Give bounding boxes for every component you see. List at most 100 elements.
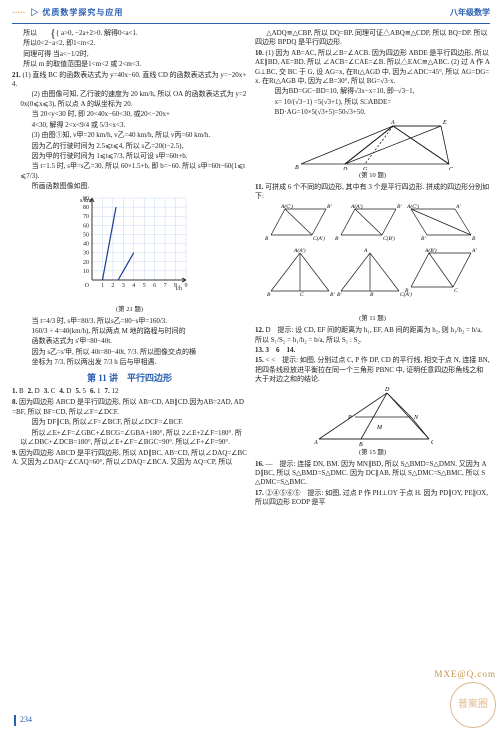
svg-text:C: C [449, 167, 453, 170]
svg-text:t/h: t/h [175, 286, 181, 292]
text: 当 t=1.5 时, s甲=s乙=30, 所以 60×1.5+b, 即 b=−6… [12, 162, 247, 181]
svg-text:7: 7 [163, 283, 166, 289]
figure-21-chart: 123456789102030405060708090s/kmt/hO [12, 194, 247, 304]
svg-text:20: 20 [83, 260, 89, 266]
header-dots: · · · · · [12, 8, 24, 17]
text: 所以0<2−a<2, 即1<m<2. [12, 39, 247, 48]
svg-text:M: M [376, 425, 383, 431]
q10: 10. (1) 因为 AB=AC, 所以∠B=∠ACB. 因为四边形 ABDE … [255, 49, 490, 87]
q11: 11. 可拼成 6 个不同的四边形, 其中有 3 个是平行四边形. 拼成的四边形… [255, 183, 490, 202]
svg-text:B': B' [397, 204, 402, 210]
text: 4<30, 解得 2<x<9/4 或 5/3<x<3. [12, 121, 247, 130]
q13: 13. 3 6 14. [255, 346, 490, 355]
svg-text:B: B [265, 236, 269, 242]
svg-text:A(B'): A(B') [424, 247, 437, 254]
svg-text:B': B' [330, 292, 335, 298]
figure-21-label: (第 21 题) [12, 306, 247, 315]
svg-text:40: 40 [83, 241, 89, 247]
text: 因为乙的行驶时间为 2.5⩽t⩽4, 所以 s乙=20(t−2.5), [12, 142, 247, 151]
text: x= 10/(√3−1) =5(√3+1), 所以 S□ABDE= [255, 98, 490, 107]
svg-text:B': B' [327, 204, 332, 210]
answers-inline: 1. B2. D3. C4. D5. 56. 17. 12 [12, 387, 247, 396]
text: (2) 由图像可知, 乙行驶的速度为 20 km/h, 所以 OA 的函数表达式… [12, 90, 247, 109]
svg-text:30: 30 [83, 250, 89, 256]
answer-item: 3. C [44, 387, 56, 396]
svg-text:A: A [363, 248, 368, 254]
text: 所画函数图像如图. [12, 182, 247, 191]
svg-text:B': B' [337, 292, 342, 298]
header-rule [12, 23, 490, 24]
svg-text:D: D [342, 167, 348, 170]
svg-text:D: D [384, 387, 390, 393]
svg-text:C(A'): C(A') [313, 235, 325, 242]
svg-text:60: 60 [83, 223, 89, 229]
svg-text:1: 1 [100, 283, 103, 289]
svg-text:O: O [84, 283, 89, 289]
svg-text:A(C'): A(C') [280, 203, 293, 210]
svg-text:70: 70 [83, 214, 89, 220]
figure-15-label: (第 15 题) [255, 449, 490, 458]
header-title: 优质数学探究与应用 [42, 8, 123, 17]
svg-text:s/km: s/km [80, 198, 92, 204]
text: 因为 DF∥CB, 所以∠F=∠BCF, 所以∠DCF=∠BCF. [12, 418, 247, 427]
watermark-site: MXE@Q.com [434, 668, 496, 680]
svg-text:B: B [267, 292, 271, 298]
text: 所以 m 的取值范围是1<m<2 或 2<m<3. [12, 60, 247, 69]
text: 因为甲的行驶时间为 1⩽t⩽7/3, 所以可设 s甲=60t+b. [12, 152, 247, 161]
page-number: 234 [14, 715, 32, 726]
text: 因为BD=GC−BD=10, 解得√3x−x=10, 即−√3−1, [255, 87, 490, 96]
figure-11: A(C')B'C(A')BA(A')B'C(B')BA(C')A'BB'A(A'… [255, 203, 490, 313]
header-right: 八年级数学 [450, 8, 490, 19]
watermark-text: 普案圈 [450, 682, 496, 728]
svg-text:10: 10 [83, 269, 89, 275]
text: 所以 {{ a>0, −2a+2>0. 解得0<a<1. [12, 29, 247, 38]
q16: 16. — 提示: 连接 DN, BM. 因为 MN∥BD, 所以 S△BMD=… [255, 460, 490, 488]
svg-text:4: 4 [132, 283, 135, 289]
text: (3) 由图①知, v甲=20 km/h, v乙=40 km/h, 所以 v丙=… [12, 131, 247, 140]
q15: 15. < < 提示: 如图, 分别过点 C, P 作 DP, CD 的平行线,… [255, 356, 490, 384]
svg-text:6: 6 [153, 283, 156, 289]
text: 160/3 ÷ 4=40(km/h), 所以两点 M 地的路程与时间的 [12, 327, 247, 336]
svg-text:B: B [370, 292, 374, 298]
text: 函数表达式为 s'甲=80−40t. [12, 337, 247, 346]
q9: 9. 因为四边形 ABCD 是平行四边形, 所以 AD∥BC, AB=CD, 所… [12, 449, 247, 468]
figure-15: A B C D P M N [255, 387, 490, 447]
q8: 8. 因为四边形 ABCD 是平行四边形, 所以 AB=CD, AB∥CD.因为… [12, 398, 247, 417]
svg-text:B: B [359, 442, 363, 447]
svg-text:G: G [363, 167, 368, 170]
svg-text:80: 80 [83, 205, 89, 211]
text: 因为 s乙=s'甲, 所以 40t=80−40t, 7/3. 所以图像交点的横 [12, 348, 247, 357]
svg-text:P: P [347, 415, 352, 421]
answer-item: 7. 12 [104, 387, 118, 396]
text: 坐标为 7/3, 所以两出发 7/3 h 后与甲相遇. [12, 358, 247, 367]
svg-text:B: B [472, 236, 476, 242]
svg-text:A': A' [471, 248, 477, 254]
answer-item: 2. D [28, 387, 40, 396]
q17: 17. ②④⑤⑥⑤ 提示: 如图, 过点 P 作 PH⊥OY 于点 H. 因为 … [255, 489, 490, 508]
svg-text:A(A'): A(A') [293, 247, 306, 254]
svg-text:3: 3 [121, 283, 124, 289]
q12: 12. D 提示: 设 CD, EF 间的距离为 h₁, EF, AB 间的距离… [255, 326, 490, 345]
answer-item: 1. B [12, 387, 24, 396]
svg-text:B': B' [421, 236, 426, 242]
svg-text:A': A' [455, 204, 461, 210]
svg-text:C: C [431, 440, 433, 446]
svg-text:N: N [413, 415, 419, 421]
text: △ADQ≌△CBP, 所以 DQ=BP. 同理可证△ABQ≌△CDP, 所以 B… [255, 29, 490, 48]
svg-text:9: 9 [184, 283, 187, 289]
svg-text:C(B'): C(B') [383, 235, 395, 242]
svg-text:5: 5 [142, 283, 145, 289]
svg-text:C: C [300, 292, 304, 298]
answer-item: 6. 1 [90, 387, 101, 396]
right-column: △ADQ≌△CBP, 所以 DQ=BP. 同理可证△ABQ≌△CDP, 所以 B… [255, 29, 490, 509]
svg-text:A: A [313, 440, 318, 446]
section-11-title: 第 11 讲 平行四边形 [12, 372, 247, 384]
figure-10-label: (第 10 题) [255, 172, 490, 181]
watermark-stamp: 普案圈 [450, 682, 496, 728]
svg-text:B: B [335, 236, 339, 242]
text: 当 20<y<30 时, 即 20<40x−60<30, 或20<−20x+ [12, 110, 247, 119]
text: 同理可得 当a<−1/2时, [12, 50, 247, 59]
svg-text:B: B [295, 165, 299, 170]
svg-text:A(A'): A(A') [350, 203, 363, 210]
text: BD·AG=10×5(√3+5)=50√3+50. [255, 108, 490, 117]
